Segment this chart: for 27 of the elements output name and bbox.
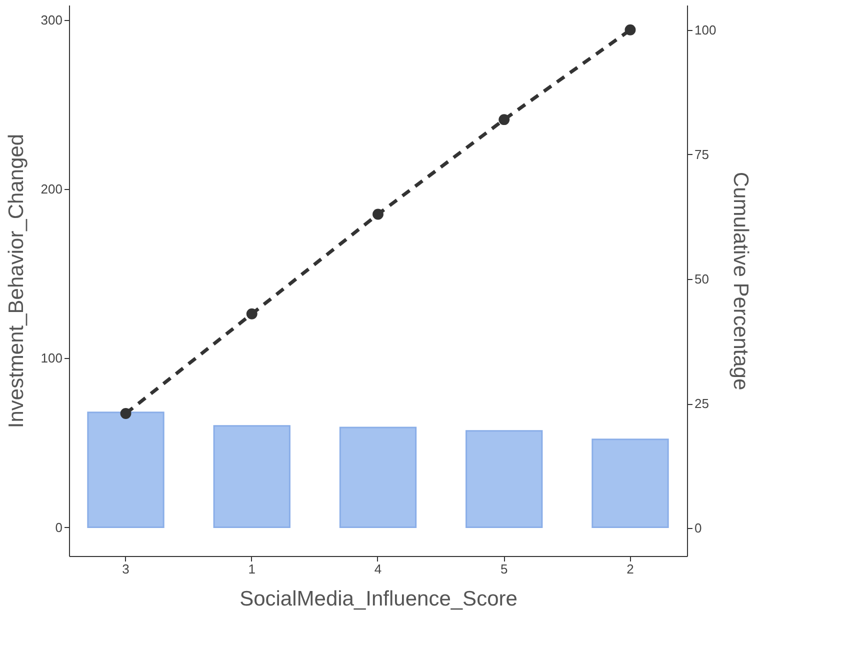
- bar: [213, 425, 290, 528]
- y2-tick-label: 50: [694, 272, 709, 287]
- point: [246, 308, 258, 320]
- y-axis-title: Investment_Behavior_Changed: [4, 134, 28, 428]
- bar: [339, 426, 417, 528]
- y2-tick-label: 100: [694, 22, 716, 38]
- y-tick-label: 300: [40, 12, 62, 28]
- point: [624, 24, 636, 36]
- y-tick-label: 200: [40, 182, 62, 197]
- y-tick-label: 0: [55, 520, 62, 535]
- point: [498, 114, 510, 126]
- x-axis-title: SocialMedia_Influence_Score: [240, 588, 518, 610]
- point: [120, 408, 132, 419]
- bar: [87, 412, 164, 528]
- y2-tick-label: 0: [694, 520, 702, 536]
- x-tick-label: 4: [374, 562, 382, 576]
- x-tick-label: 3: [122, 562, 130, 576]
- x-tick-label: 2: [626, 562, 634, 576]
- x-tick-label: 1: [248, 562, 256, 576]
- bar: [592, 438, 669, 528]
- y2-tick-label: 25: [694, 396, 709, 412]
- x-tick-label: 5: [500, 562, 508, 576]
- bar: [466, 430, 543, 528]
- y2-axis-title: Cumulative Percentage: [729, 172, 752, 390]
- y-tick-label: 100: [40, 350, 62, 366]
- point: [372, 208, 384, 220]
- y2-tick-label: 75: [694, 146, 709, 162]
